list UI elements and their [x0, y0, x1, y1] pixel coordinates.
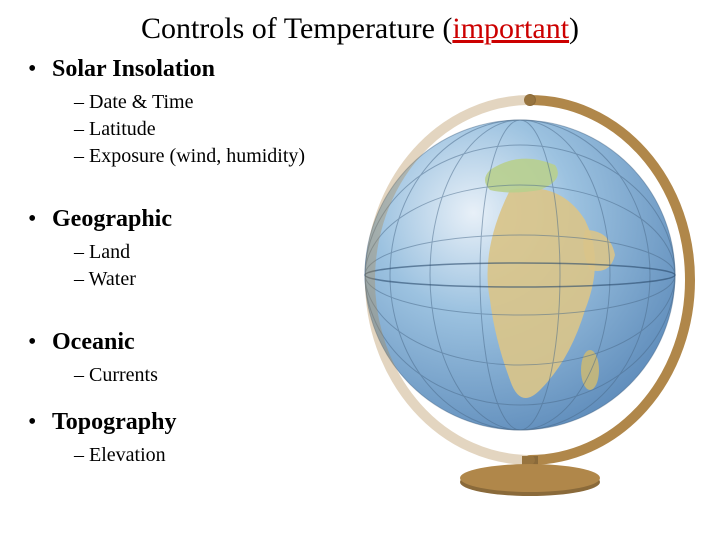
globe-image	[360, 80, 700, 500]
bullet-dot: •	[28, 330, 52, 354]
title-suffix: )	[569, 12, 579, 45]
title-prefix: Controls of Temperature (	[141, 12, 452, 45]
bullet-label: Topography	[52, 409, 177, 436]
title-emphasis: important	[452, 12, 569, 45]
bullet-label: Geographic	[52, 206, 172, 233]
bullet-dot: •	[28, 410, 52, 434]
bullet-dot: •	[28, 57, 52, 81]
slide-title: Controls of Temperature (important)	[0, 0, 720, 56]
bullet-label: Oceanic	[52, 329, 135, 356]
bullet-label: Solar Insolation	[52, 56, 215, 83]
bullet-dot: •	[28, 207, 52, 231]
